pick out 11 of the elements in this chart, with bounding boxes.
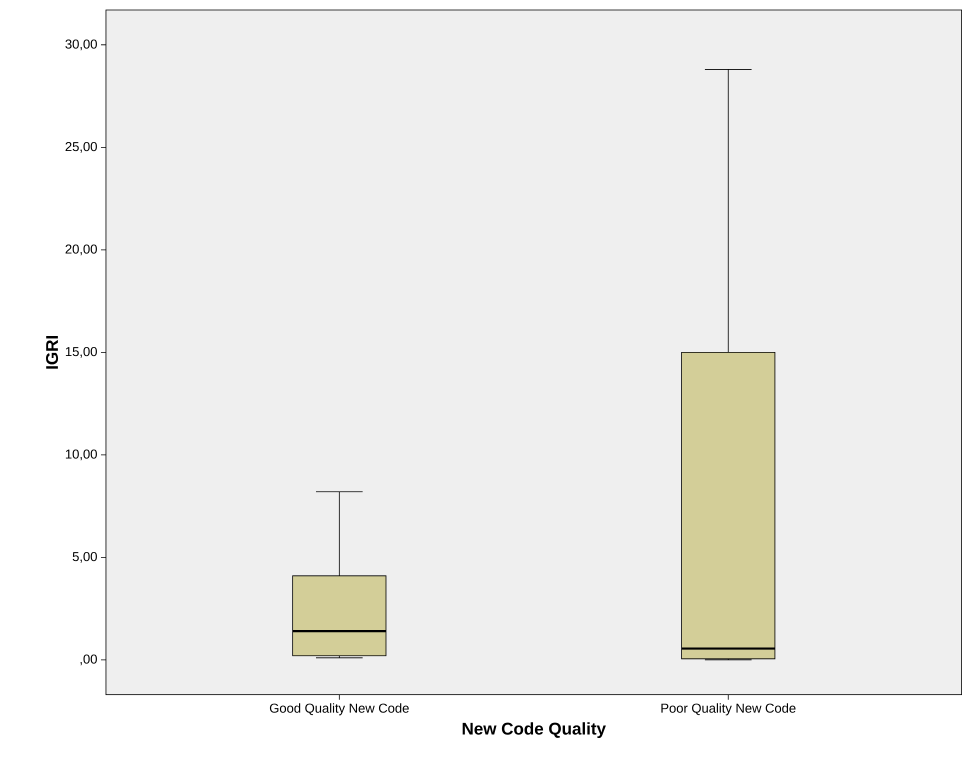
x-tick-label: Poor Quality New Code — [661, 703, 796, 716]
y-tick-label: 30,00 — [65, 40, 97, 50]
y-tick-label: 20,00 — [66, 244, 97, 256]
y-tick-label: 25,00 — [66, 142, 97, 153]
y-tick-label: 10,00 — [66, 450, 97, 460]
x-tick-label: Good Quality New Code — [270, 703, 409, 716]
x-axis-title: New Code Quality — [462, 722, 606, 738]
y-axis-title: IGRI — [46, 336, 58, 369]
y-tick-label: ,00 — [80, 654, 97, 666]
y-tick-label: 5,00 — [72, 552, 97, 563]
y-tick-label: 15,00 — [66, 347, 97, 358]
